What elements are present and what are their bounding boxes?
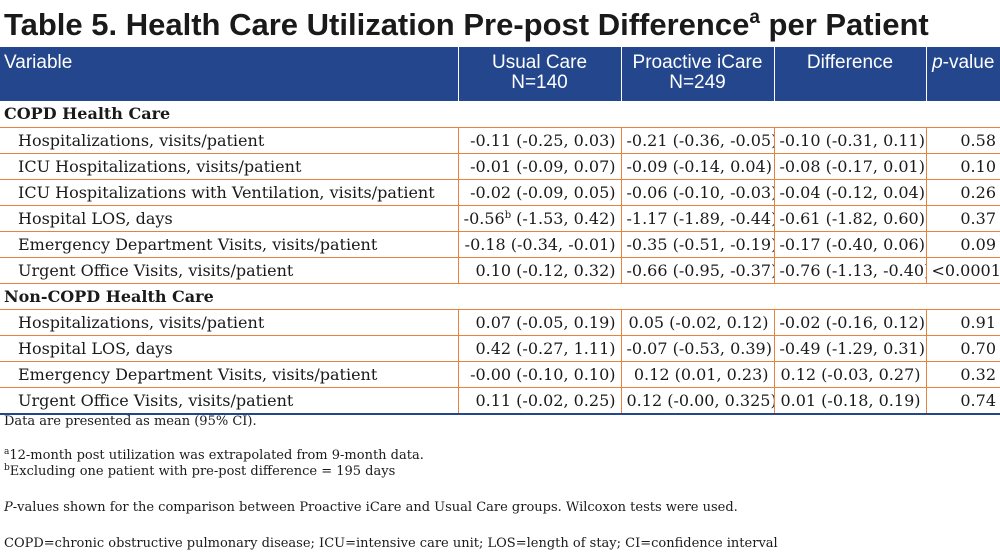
proactive-icare-cell: 0.12 (0.01, 0.23): [620, 361, 774, 388]
difference-cell: -0.08 (-0.17, 0.01): [773, 153, 926, 180]
variable-cell: Emergency Department Visits, visits/pati…: [0, 361, 458, 388]
usual-care-cell: -0.11 (-0.25, 0.03): [457, 127, 621, 154]
difference-cell: 0.01 (-0.18, 0.19): [773, 387, 926, 415]
header-p-italic: p: [932, 52, 943, 73]
header-difference: Difference: [773, 47, 926, 101]
table-row: ICU Hospitalizations with Ventilation, v…: [0, 179, 1000, 206]
table-row: Urgent Office Visits, visits/patient 0.10…: [0, 257, 1000, 284]
header-variable: Variable: [0, 47, 458, 101]
p-value-cell: 0.37: [925, 205, 1000, 232]
usual-care-cell: -0.02 (-0.09, 0.05): [457, 179, 621, 206]
p-value-cell: <0.0001: [925, 257, 1000, 284]
variable-cell: Urgent Office Visits, visits/patient: [0, 387, 458, 415]
header-usual-care: Usual Care N=140: [457, 47, 621, 101]
proactive-icare-cell: -0.06 (-0.10, -0.03): [620, 179, 774, 206]
proactive-icare-cell: -0.07 (-0.53, 0.39): [620, 335, 774, 362]
section-header-row: COPD Health Care: [0, 101, 1000, 128]
p-value-note: P-values shown for the comparison betwee…: [4, 500, 738, 516]
footnote-b-text: Excluding one patient with pre-post diff…: [9, 464, 396, 479]
header-p-value: p-value: [925, 47, 1000, 101]
table-row: ICU Hospitalizations, visits/patient -0.0…: [0, 153, 1000, 180]
header-proactive-icare: Proactive iCare N=249: [620, 47, 774, 101]
difference-cell: -0.49 (-1.29, 0.31): [773, 335, 926, 362]
p-value-cell: 0.74: [925, 387, 1000, 415]
proactive-icare-cell: 0.12 (-0.00, 0.325): [620, 387, 774, 415]
header-p-rest: -value: [942, 52, 995, 73]
header-proactive-label: Proactive iCare: [632, 52, 763, 73]
footnote-a: a12-month post utilization was extrapola…: [4, 448, 424, 464]
p-value-note-italic: P: [4, 500, 13, 515]
difference-cell: -0.76 (-1.13, -0.40): [773, 257, 926, 284]
p-value-note-text: -values shown for the comparison between…: [12, 500, 738, 515]
difference-cell: 0.12 (-0.03, 0.27): [773, 361, 926, 388]
variable-cell: Emergency Department Visits, visits/pati…: [0, 231, 458, 258]
p-value-cell: 0.09: [925, 231, 1000, 258]
table-body: COPD Health Care Hospitalizations, visits…: [0, 101, 1000, 415]
table-header-row: Variable Usual Care N=140 Proactive iCare…: [0, 47, 1000, 101]
variable-cell: Hospitalizations, visits/patient: [0, 309, 458, 336]
footnote-b: bExcluding one patient with pre-post dif…: [4, 464, 395, 480]
table-row: Hospital LOS, days -0.56b (-1.53, 0.42) -1…: [0, 205, 1000, 232]
header-usual-care-label: Usual Care: [491, 52, 588, 73]
proactive-icare-cell: -0.09 (-0.14, 0.04): [620, 153, 774, 180]
usual-care-ci: (-1.53, 0.42): [511, 208, 616, 228]
section-label: COPD Health Care: [0, 101, 1000, 128]
abbreviations-note: COPD=chronic obstructive pulmonary disea…: [4, 536, 778, 551]
usual-care-cell: 0.11 (-0.02, 0.25): [457, 387, 621, 415]
usual-care-cell: 0.07 (-0.05, 0.19): [457, 309, 621, 336]
utilization-table: Variable Usual Care N=140 Proactive iCare…: [0, 47, 1000, 415]
p-value-cell: 0.58: [925, 127, 1000, 154]
section-label: Non-COPD Health Care: [0, 283, 1000, 310]
difference-cell: -0.17 (-0.40, 0.06): [773, 231, 926, 258]
difference-cell: -0.61 (-1.82, 0.60): [773, 205, 926, 232]
usual-care-value: -0.56: [463, 208, 505, 228]
proactive-icare-cell: -1.17 (-1.89, -0.44): [620, 205, 774, 232]
footnote-a-marker: a: [4, 447, 10, 457]
difference-cell: -0.04 (-0.12, 0.04): [773, 179, 926, 206]
p-value-cell: 0.91: [925, 309, 1000, 336]
header-usual-care-n: N=140: [511, 72, 568, 93]
variable-cell: Hospitalizations, visits/patient: [0, 127, 458, 154]
p-value-cell: 0.32: [925, 361, 1000, 388]
table-row: Emergency Department Visits, visits/pati…: [0, 231, 1000, 258]
p-value-cell: 0.10: [925, 153, 1000, 180]
footnote-a-text: 12-month post utilization was extrapolat…: [9, 448, 424, 463]
usual-care-cell: -0.01 (-0.09, 0.07): [457, 153, 621, 180]
variable-cell: ICU Hospitalizations, visits/patient: [0, 153, 458, 180]
difference-cell: -0.02 (-0.16, 0.12): [773, 309, 926, 336]
table-row: Urgent Office Visits, visits/patient 0.11…: [0, 387, 1000, 415]
header-proactive-n: N=249: [669, 72, 726, 93]
data-note: Data are presented as mean (95% CI).: [4, 414, 257, 429]
table-row: Emergency Department Visits, visits/pati…: [0, 361, 1000, 388]
proactive-icare-cell: -0.35 (-0.51, -0.19): [620, 231, 774, 258]
footnote-b-marker: b: [4, 463, 10, 473]
table-row: Hospitalizations, visits/patient -0.11 (-…: [0, 127, 1000, 154]
p-value-cell: 0.26: [925, 179, 1000, 206]
table-title: Table 5. Health Care Utilization Pre-pos…: [4, 6, 996, 44]
title-suffix: per Patient: [759, 7, 929, 42]
usual-care-cell: 0.10 (-0.12, 0.32): [457, 257, 621, 284]
variable-cell: Urgent Office Visits, visits/patient: [0, 257, 458, 284]
usual-care-cell: -0.56b (-1.53, 0.42): [457, 205, 621, 232]
usual-care-cell: 0.42 (-0.27, 1.11): [457, 335, 621, 362]
variable-cell: Hospital LOS, days: [0, 205, 458, 232]
difference-cell: -0.10 (-0.31, 0.11): [773, 127, 926, 154]
variable-cell: Hospital LOS, days: [0, 335, 458, 362]
title-text: Table 5. Health Care Utilization Pre-pos…: [4, 7, 750, 42]
usual-care-cell: -0.18 (-0.34, -0.01): [457, 231, 621, 258]
variable-cell: ICU Hospitalizations with Ventilation, v…: [0, 179, 458, 206]
footnote-b-marker: b: [504, 209, 512, 221]
proactive-icare-cell: -0.21 (-0.36, -0.05): [620, 127, 774, 154]
table-row: Hospitalizations, visits/patient 0.07 (-0…: [0, 309, 1000, 336]
proactive-icare-cell: 0.05 (-0.02, 0.12): [620, 309, 774, 336]
usual-care-cell: -0.00 (-0.10, 0.10): [457, 361, 621, 388]
section-header-row: Non-COPD Health Care: [0, 283, 1000, 310]
title-footnote-marker: a: [749, 7, 760, 28]
p-value-cell: 0.70: [925, 335, 1000, 362]
table-row: Hospital LOS, days 0.42 (-0.27, 1.11) -0.0…: [0, 335, 1000, 362]
proactive-icare-cell: -0.66 (-0.95, -0.37): [620, 257, 774, 284]
